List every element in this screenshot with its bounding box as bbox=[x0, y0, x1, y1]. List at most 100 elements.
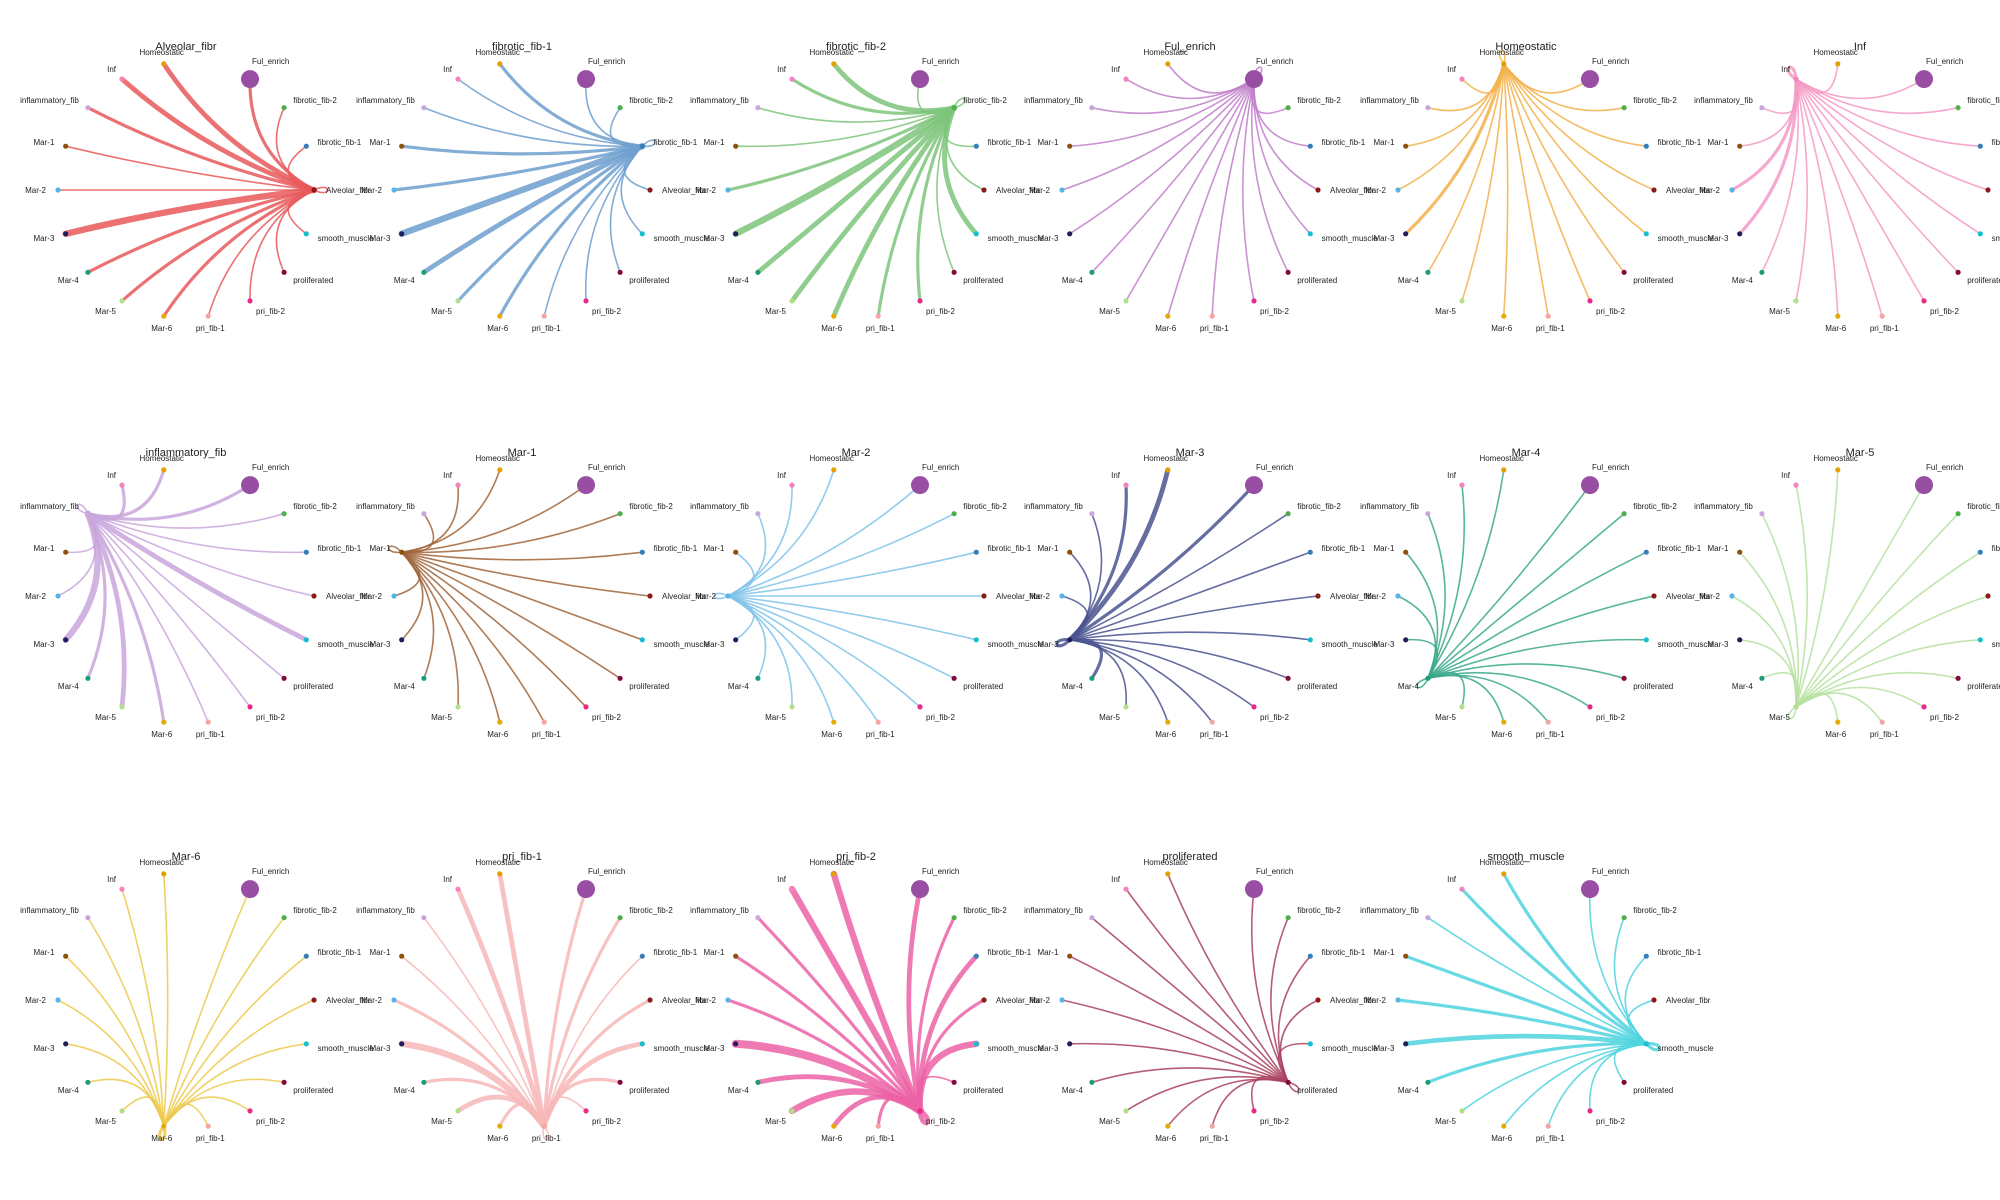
node-pri-fib-1 bbox=[1209, 719, 1215, 725]
edge-smooth-muscle-to-fibrotic-fib-1 bbox=[1624, 955, 1648, 1045]
node-mar-3 bbox=[1403, 637, 1409, 643]
node-mar-1 bbox=[733, 549, 739, 555]
edge-fibrotic-fib-2-to-smooth-muscle bbox=[942, 105, 979, 237]
edges bbox=[392, 62, 656, 318]
node-label-mar-2: Mar-2 bbox=[1365, 996, 1386, 1005]
node-label-proliferated: proliferated bbox=[629, 276, 669, 285]
node-mar-3 bbox=[399, 1041, 405, 1047]
node-label-mar-4: Mar-4 bbox=[728, 276, 749, 285]
node-label-homeostatic: Homeostatic bbox=[1813, 48, 1857, 57]
node-smooth-muscle bbox=[303, 231, 309, 237]
node-label-mar-5: Mar-5 bbox=[765, 1117, 786, 1126]
edge-inflammatory-fib-to-homeostatic bbox=[86, 468, 166, 519]
node-label-ful-enrich: Ful_enrich bbox=[1256, 463, 1293, 472]
edge-mar-5-to-homeostatic bbox=[1795, 469, 1839, 708]
edge-mar-4-to-inf bbox=[1427, 484, 1466, 680]
node-inflammatory-fib bbox=[85, 511, 91, 517]
node-smooth-muscle bbox=[1977, 637, 1983, 643]
edge-mar-1-to-mar-3 bbox=[400, 551, 424, 641]
node-mar-5 bbox=[789, 298, 795, 304]
node-label-smooth-muscle: smooth_muscle bbox=[654, 234, 711, 243]
edges bbox=[726, 61, 985, 319]
edge-mar-5-to-fibrotic-fib-1 bbox=[1795, 551, 1982, 708]
edge-mar-6-to-ful-enrich bbox=[163, 888, 251, 1127]
node-pri-fib-1 bbox=[205, 313, 211, 319]
edge-ful-enrich-to-pri-fib-2 bbox=[1242, 78, 1255, 302]
node-label-mar-2: Mar-2 bbox=[1699, 186, 1720, 195]
edge-mar-1-to-pri-fib-2 bbox=[400, 551, 587, 708]
node-label-inflammatory-fib: inflammatory_fib bbox=[356, 502, 415, 511]
node-label-pri-fib-2: pri_fib-2 bbox=[1596, 307, 1625, 316]
node-mar-5 bbox=[1793, 704, 1799, 710]
edge-inf-to-fibrotic-fib-2 bbox=[1795, 78, 1959, 115]
edge-pri-fib-1-to-pri-fib-1 bbox=[542, 1125, 550, 1141]
node-mar-4 bbox=[1425, 675, 1431, 681]
panel-title: pri_fib-2 bbox=[836, 851, 876, 863]
node-label-mar-4: Mar-4 bbox=[394, 682, 415, 691]
node-label-fibrotic-fib-1: fibrotic_fib-1 bbox=[1992, 544, 2000, 553]
node-proliferated bbox=[1285, 675, 1291, 681]
node-label-mar-6: Mar-6 bbox=[151, 324, 172, 333]
edge-mar-6-to-mar-1 bbox=[64, 955, 165, 1127]
edge-inf-to-inflammatory-fib bbox=[1761, 78, 1800, 114]
node-label-fibrotic-fib-1: fibrotic_fib-1 bbox=[1658, 544, 1702, 553]
node-label-alveolar-fibr: Alveolar_fibr bbox=[996, 592, 1041, 601]
node-mar-2 bbox=[55, 997, 61, 1003]
node-alveolar-fibr bbox=[647, 593, 653, 599]
node-label-mar-1: Mar-1 bbox=[1374, 544, 1395, 553]
node-label-inf: Inf bbox=[1111, 875, 1121, 884]
panel-smooth-muscle: smooth_muscle Ful_enrich fibrotic_fib-2fib… bbox=[1360, 851, 1714, 1143]
node-label-fibrotic-fib-2: fibrotic_fib-2 bbox=[1297, 96, 1341, 105]
node-label-mar-4: Mar-4 bbox=[1062, 276, 1083, 285]
node-label-pri-fib-2: pri_fib-2 bbox=[592, 1117, 621, 1126]
node-proliferated bbox=[1285, 269, 1291, 275]
node-label-pri-fib-1: pri_fib-1 bbox=[1200, 324, 1229, 333]
node-label-fibrotic-fib-1: fibrotic_fib-1 bbox=[318, 948, 362, 957]
node-label-mar-5: Mar-5 bbox=[1099, 713, 1120, 722]
node-label-mar-2: Mar-2 bbox=[1029, 592, 1050, 601]
node-mar-1 bbox=[1067, 143, 1073, 149]
node-pri-fib-2 bbox=[1921, 704, 1927, 710]
panel-title: Alveolar_fibr bbox=[155, 41, 216, 53]
node-label-pri-fib-1: pri_fib-1 bbox=[1870, 730, 1899, 739]
node-label-mar-5: Mar-5 bbox=[1435, 713, 1456, 722]
edge-pri-fib-1-to-mar-1 bbox=[400, 955, 545, 1127]
edges bbox=[1397, 49, 1655, 317]
edge-pri-fib-2-to-mar-2 bbox=[726, 998, 922, 1113]
node-homeostatic bbox=[161, 467, 167, 473]
edge-fibrotic-fib-2-to-mar-4 bbox=[755, 105, 957, 275]
node-mar-4 bbox=[1759, 675, 1765, 681]
node-label-proliferated: proliferated bbox=[293, 682, 333, 691]
edge-fibrotic-fib-1-to-inflammatory-fib bbox=[423, 106, 644, 148]
edge-ful-enrich-to-proliferated bbox=[1250, 78, 1289, 274]
edge-mar-2-to-smooth-muscle bbox=[727, 595, 978, 641]
edge-mar-2-to-mar-2 bbox=[713, 592, 729, 600]
node-fibrotic-fib-2 bbox=[951, 915, 957, 921]
node-mar-3 bbox=[63, 231, 69, 237]
node-label-mar-3: Mar-3 bbox=[1374, 1044, 1395, 1053]
node-label-homeostatic: Homeostatic bbox=[139, 858, 183, 867]
node-proliferated bbox=[1955, 675, 1961, 681]
node-label-inflammatory-fib: inflammatory_fib bbox=[356, 906, 415, 915]
node-mar-4 bbox=[1089, 269, 1095, 275]
node-label-mar-4: Mar-4 bbox=[58, 276, 79, 285]
node-fibrotic-fib-1 bbox=[639, 143, 645, 149]
edge-inflammatory-fib-to-mar-6 bbox=[86, 512, 166, 724]
edge-mar-5-to-mar-6 bbox=[1795, 692, 1839, 723]
node-mar-6 bbox=[1501, 1123, 1507, 1129]
node-mar-1 bbox=[1067, 953, 1073, 959]
node-mar-2 bbox=[725, 997, 731, 1003]
node-label-pri-fib-1: pri_fib-1 bbox=[532, 730, 561, 739]
edge-mar-2-to-homeostatic bbox=[727, 469, 835, 597]
edge-mar-3-to-fibrotic-fib-2 bbox=[1068, 512, 1289, 641]
node-mar-2 bbox=[55, 187, 61, 193]
node-fibrotic-fib-2 bbox=[1285, 105, 1291, 111]
node-pri-fib-2 bbox=[917, 1108, 923, 1114]
edge-homeostatic-to-mar-6 bbox=[1503, 63, 1509, 317]
edge-mar-5-to-inf bbox=[1795, 484, 1808, 708]
edge-homeostatic-to-mar-4 bbox=[1427, 63, 1505, 274]
node-label-proliferated: proliferated bbox=[963, 1086, 1003, 1095]
edges bbox=[726, 870, 986, 1129]
node-label-ful-enrich: Ful_enrich bbox=[1592, 867, 1629, 876]
node-label-fibrotic-fib-2: fibrotic_fib-2 bbox=[1297, 502, 1341, 511]
